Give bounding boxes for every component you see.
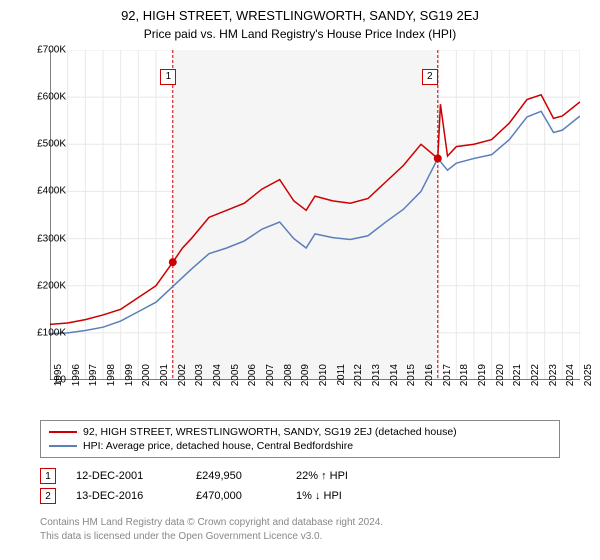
footer-attribution: Contains HM Land Registry data © Crown c…: [40, 516, 560, 543]
x-axis-tick-label: 2003: [194, 364, 205, 404]
legend-box: 92, HIGH STREET, WRESTLINGWORTH, SANDY, …: [40, 420, 560, 458]
x-axis-tick-label: 2018: [459, 364, 470, 404]
x-axis-tick-label: 2002: [177, 364, 188, 404]
y-axis-tick-label: £400K: [26, 186, 66, 197]
x-axis-tick-label: 2008: [283, 364, 294, 404]
legend-label: HPI: Average price, detached house, Cent…: [83, 440, 353, 452]
x-axis-tick-label: 2005: [230, 364, 241, 404]
chart-subtitle: Price paid vs. HM Land Registry's House …: [0, 23, 600, 41]
transaction-hpi-delta: 22% ↑ HPI: [296, 470, 376, 482]
footer-line: This data is licensed under the Open Gov…: [40, 530, 560, 544]
x-axis-tick-label: 2007: [265, 364, 276, 404]
marker-badge: 1: [40, 468, 56, 484]
chart-title: 92, HIGH STREET, WRESTLINGWORTH, SANDY, …: [0, 0, 600, 23]
chart-container: 92, HIGH STREET, WRESTLINGWORTH, SANDY, …: [0, 0, 600, 560]
x-axis-tick-label: 2006: [247, 364, 258, 404]
y-axis-tick-label: £500K: [26, 139, 66, 150]
transaction-price: £249,950: [196, 470, 276, 482]
legend-swatch: [49, 445, 77, 447]
marker-label-box: 1: [160, 69, 176, 85]
y-axis-tick-label: £700K: [26, 45, 66, 56]
x-axis-tick-label: 2014: [389, 364, 400, 404]
x-axis-tick-label: 2023: [548, 364, 559, 404]
transaction-price: £470,000: [196, 490, 276, 502]
transactions-table: 1 12-DEC-2001 £249,950 22% ↑ HPI 2 13-DE…: [40, 466, 560, 506]
x-axis-tick-label: 2021: [512, 364, 523, 404]
x-axis-tick-label: 2022: [530, 364, 541, 404]
x-axis-tick-label: 2012: [353, 364, 364, 404]
x-axis-tick-label: 2024: [565, 364, 576, 404]
table-row: 2 13-DEC-2016 £470,000 1% ↓ HPI: [40, 486, 560, 506]
x-axis-tick-label: 2025: [583, 364, 594, 404]
y-axis-tick-label: £600K: [26, 92, 66, 103]
y-axis-tick-label: £200K: [26, 280, 66, 291]
x-axis-tick-label: 2017: [442, 364, 453, 404]
transaction-date: 13-DEC-2016: [76, 490, 176, 502]
footer-line: Contains HM Land Registry data © Crown c…: [40, 516, 560, 530]
y-axis-tick-label: £300K: [26, 233, 66, 244]
x-axis-tick-label: 2000: [141, 364, 152, 404]
marker-label-box: 2: [422, 69, 438, 85]
x-axis-tick-label: 1998: [106, 364, 117, 404]
x-axis-tick-label: 2013: [371, 364, 382, 404]
transaction-hpi-delta: 1% ↓ HPI: [296, 490, 376, 502]
transaction-date: 12-DEC-2001: [76, 470, 176, 482]
x-axis-tick-label: 2010: [318, 364, 329, 404]
marker-badge: 2: [40, 488, 56, 504]
x-axis-tick-label: 1995: [53, 364, 64, 404]
legend-swatch: [49, 431, 77, 433]
chart-svg: [50, 50, 580, 380]
x-axis-tick-label: 1999: [124, 364, 135, 404]
legend-label: 92, HIGH STREET, WRESTLINGWORTH, SANDY, …: [83, 426, 457, 438]
x-axis-tick-label: 2009: [300, 364, 311, 404]
x-axis-tick-label: 2011: [336, 364, 347, 404]
y-axis-tick-label: £100K: [26, 327, 66, 338]
legend-item: 92, HIGH STREET, WRESTLINGWORTH, SANDY, …: [49, 425, 551, 439]
chart-plot-area: [50, 50, 580, 380]
x-axis-tick-label: 2019: [477, 364, 488, 404]
x-axis-tick-label: 2016: [424, 364, 435, 404]
x-axis-tick-label: 2004: [212, 364, 223, 404]
legend-item: HPI: Average price, detached house, Cent…: [49, 439, 551, 453]
x-axis-tick-label: 2015: [406, 364, 417, 404]
table-row: 1 12-DEC-2001 £249,950 22% ↑ HPI: [40, 466, 560, 486]
x-axis-tick-label: 1996: [71, 364, 82, 404]
x-axis-tick-label: 2001: [159, 364, 170, 404]
x-axis-tick-label: 1997: [88, 364, 99, 404]
x-axis-tick-label: 2020: [495, 364, 506, 404]
